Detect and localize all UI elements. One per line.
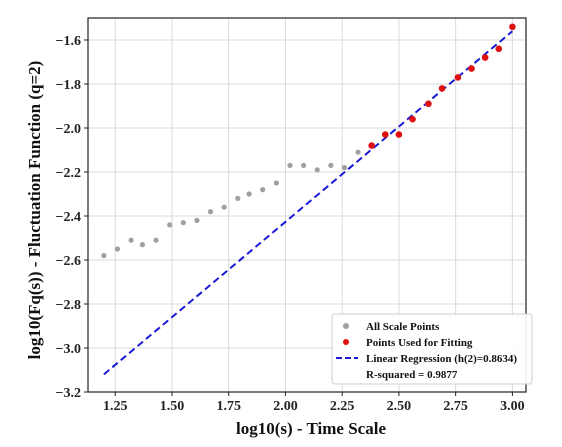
scale-point bbox=[287, 162, 293, 168]
scale-point bbox=[235, 195, 241, 201]
fit-point bbox=[368, 142, 375, 149]
legend-label-regression: Linear Regression (h(2)=0.8634) bbox=[366, 353, 517, 365]
legend-label-r-squared: R-squared = 0.9877 bbox=[366, 369, 458, 381]
x-tick-label: 1.50 bbox=[160, 399, 185, 414]
scale-point bbox=[153, 237, 159, 243]
x-tick-label: 1.75 bbox=[216, 399, 241, 414]
data-points-layer bbox=[101, 23, 516, 259]
fit-point bbox=[425, 100, 432, 108]
scale-point bbox=[194, 217, 200, 223]
scale-point bbox=[341, 165, 348, 171]
x-tick-label: 3.00 bbox=[500, 399, 525, 414]
fit-point bbox=[468, 65, 475, 72]
scale-point bbox=[221, 204, 227, 210]
fit-point bbox=[509, 23, 516, 31]
scale-point bbox=[273, 180, 279, 186]
scale-point bbox=[328, 162, 334, 168]
scale-point bbox=[260, 187, 266, 193]
scale-point bbox=[114, 246, 121, 252]
legend: All Scale Points Points Used for Fitting… bbox=[331, 313, 533, 385]
y-tick-label: −2.8 bbox=[56, 298, 81, 313]
scale-point bbox=[246, 191, 252, 197]
scale-point bbox=[167, 222, 173, 228]
fit-point bbox=[395, 131, 403, 138]
y-tick-label: −2.2 bbox=[56, 166, 81, 181]
grid bbox=[88, 18, 526, 393]
x-tick-label: 2.00 bbox=[273, 399, 298, 414]
y-tick-label: −2.4 bbox=[56, 210, 81, 225]
scale-point bbox=[355, 149, 361, 155]
scale-point bbox=[314, 167, 320, 173]
scale-point bbox=[300, 162, 307, 168]
y-axis-ticks: −3.2 −3.0 −2.8 −2.6 −2.4 −2.2 −2.0 −1.8 −1.6 bbox=[56, 34, 88, 401]
y-tick-label: −3.0 bbox=[56, 342, 81, 357]
y-axis-label: log10(Fq(s)) - Fluctuation Function (q=2… bbox=[25, 61, 44, 360]
fit-point bbox=[409, 115, 416, 123]
fit-point bbox=[495, 45, 503, 53]
x-tick-label: 2.25 bbox=[330, 399, 355, 414]
legend-label-fit-points: Points Used for Fitting bbox=[366, 337, 473, 349]
scale-point bbox=[139, 242, 146, 248]
y-tick-label: −3.2 bbox=[56, 386, 81, 401]
fit-point bbox=[454, 74, 462, 81]
x-axis-ticks: 1.25 1.50 1.75 2.00 2.25 2.50 2.75 3.00 bbox=[103, 392, 525, 414]
x-axis-label: log10(s) - Time Scale bbox=[236, 419, 386, 438]
legend-marker-all-points bbox=[343, 323, 349, 329]
scale-point bbox=[101, 253, 107, 259]
y-tick-label: −2.6 bbox=[56, 254, 81, 269]
scale-point bbox=[128, 237, 134, 243]
y-tick-label: −2.0 bbox=[56, 122, 81, 137]
scale-point bbox=[180, 220, 186, 226]
fit-point bbox=[438, 85, 446, 92]
scale-point bbox=[207, 209, 214, 215]
legend-box bbox=[331, 313, 533, 385]
x-tick-label: 2.75 bbox=[443, 399, 468, 414]
plot-frame bbox=[87, 17, 527, 393]
y-tick-label: −1.6 bbox=[56, 34, 81, 49]
fit-point bbox=[481, 54, 489, 61]
y-tick-label: −1.8 bbox=[56, 78, 81, 93]
x-tick-label: 2.50 bbox=[387, 399, 412, 414]
x-tick-label: 1.25 bbox=[103, 399, 128, 414]
legend-label-all-points: All Scale Points bbox=[366, 321, 440, 333]
fit-point bbox=[381, 131, 389, 138]
legend-marker-fit-points bbox=[343, 339, 349, 345]
